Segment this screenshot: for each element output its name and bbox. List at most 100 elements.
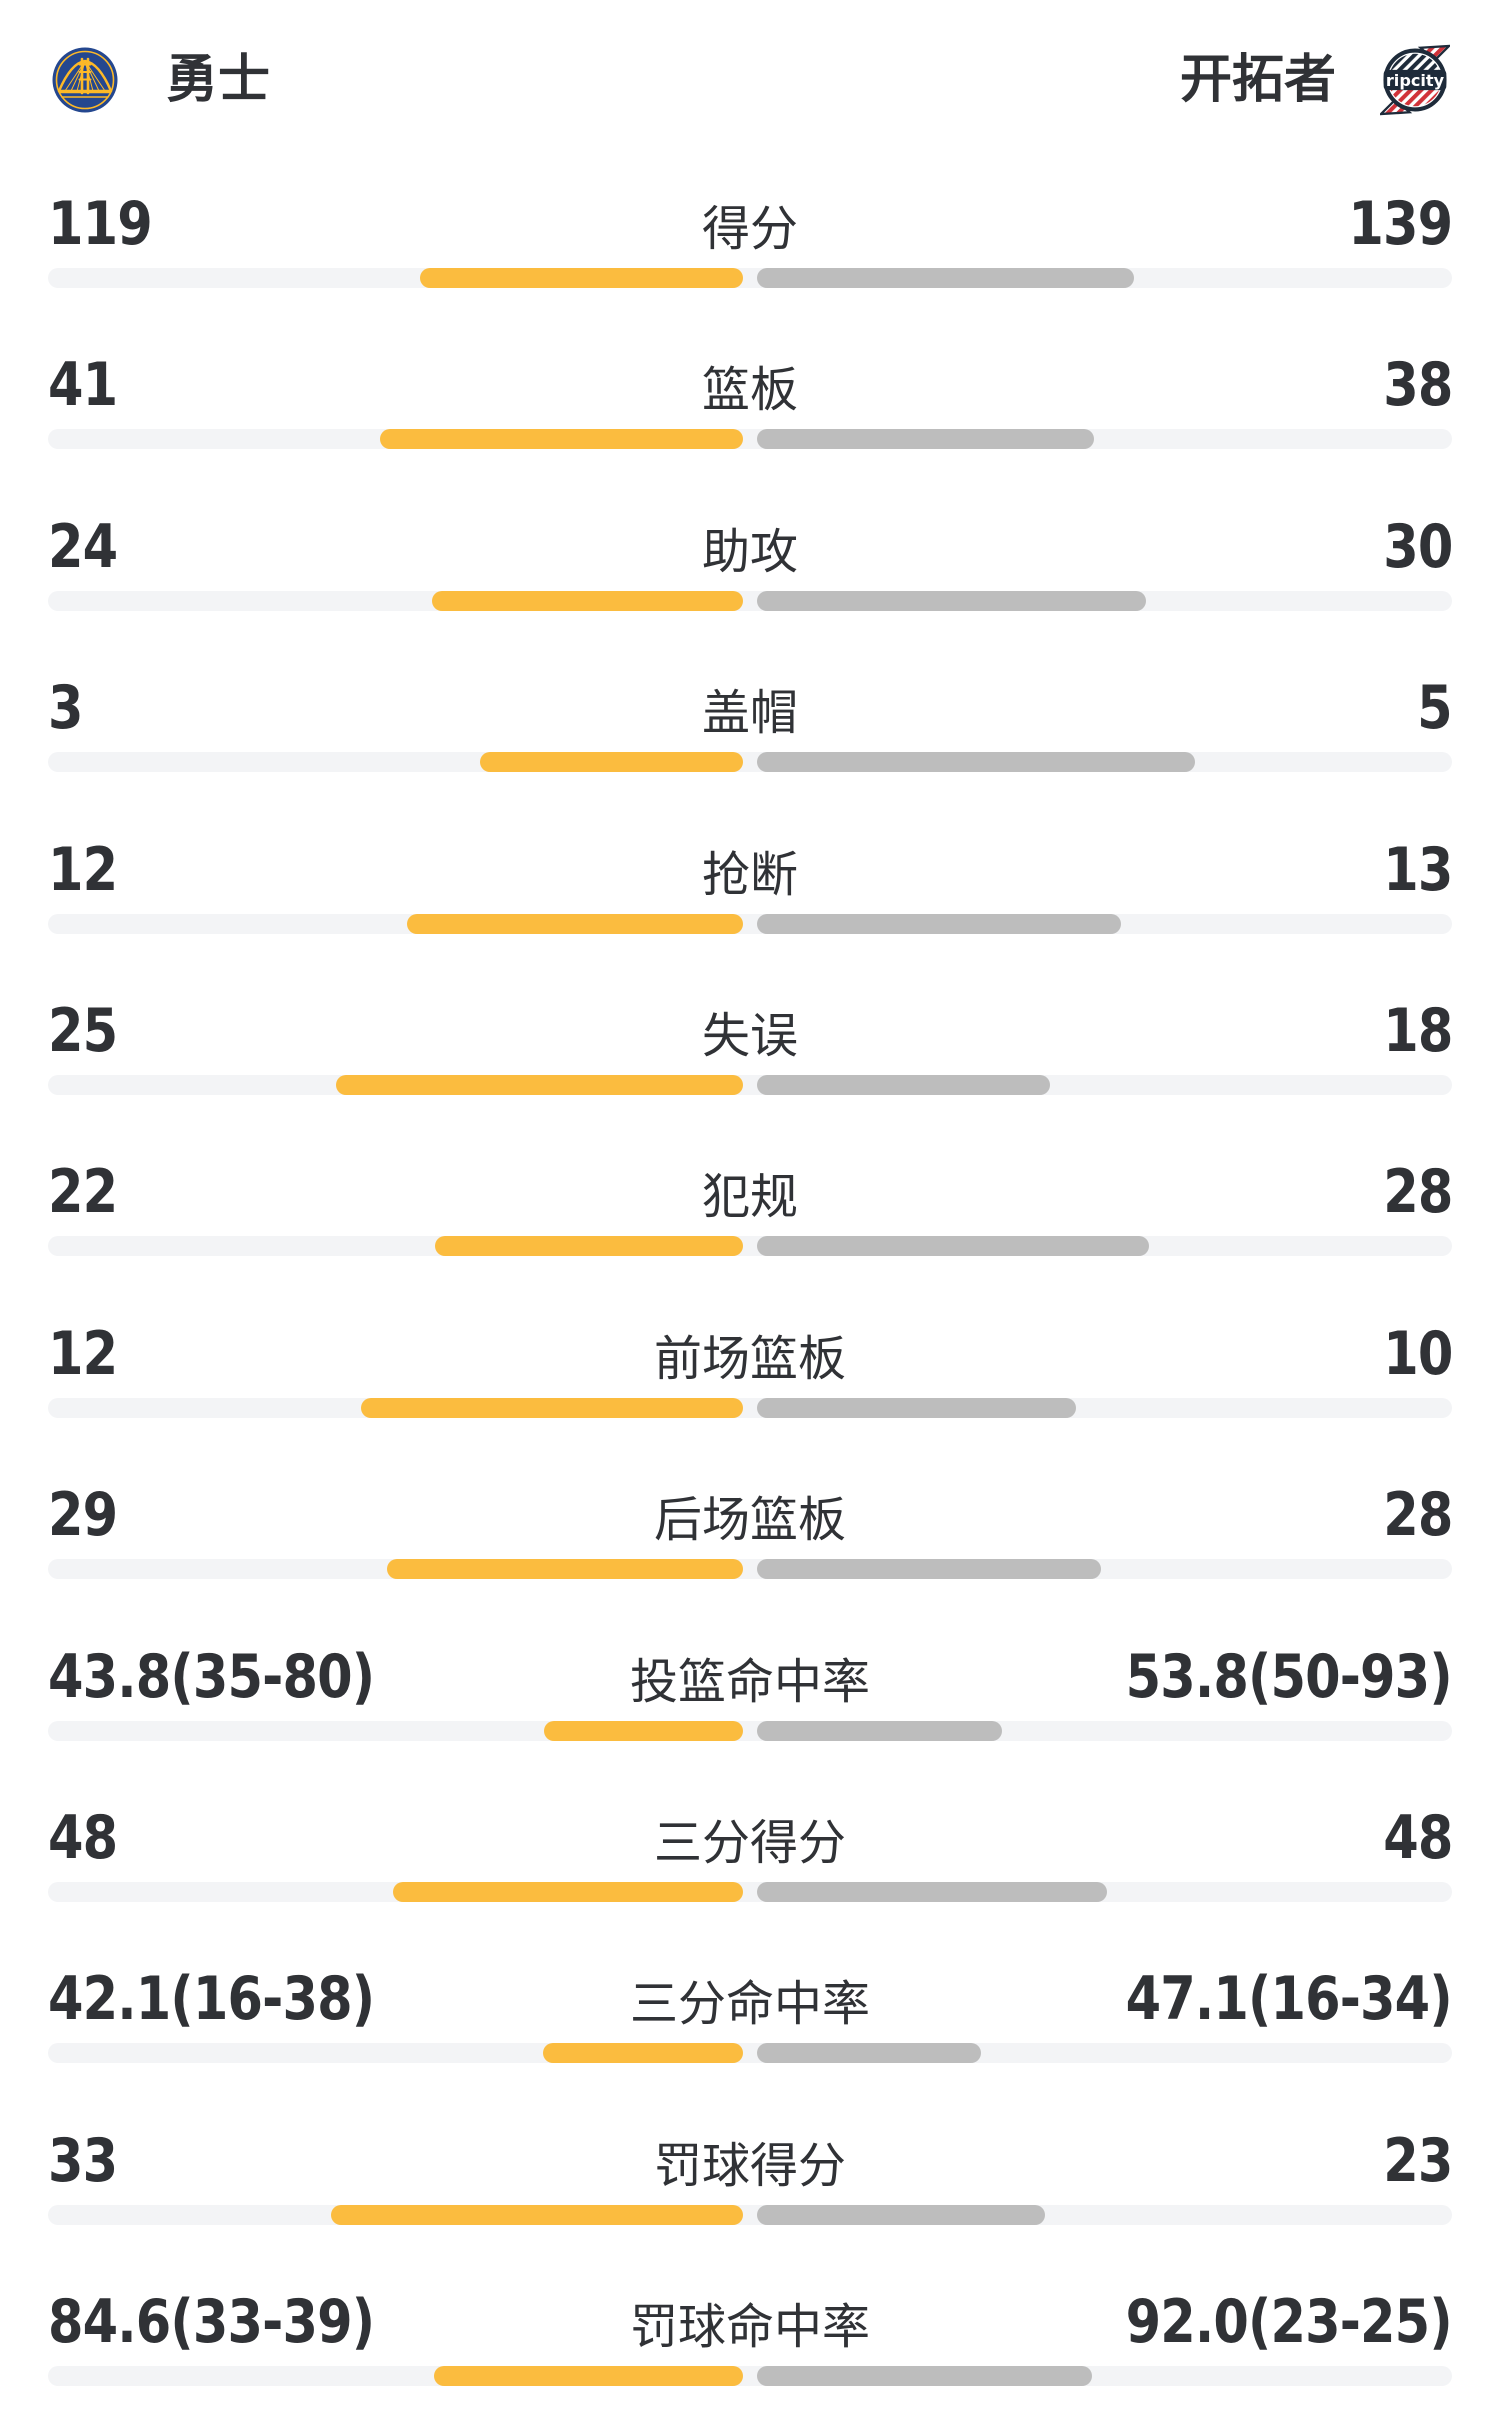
stat-label: 投篮命中率 <box>629 1653 871 1710</box>
stat-label: 罚球得分 <box>653 2137 847 2194</box>
team-left: 勇士 <box>50 44 270 116</box>
left-team-bar <box>361 1397 743 1418</box>
right-team-value: 18 <box>1382 995 1453 1066</box>
stat-values-line: 22 犯规 28 <box>48 1157 1453 1228</box>
stat-label: 篮板 <box>701 362 799 419</box>
right-team-value: 92.0(23-25) <box>1125 2287 1453 2358</box>
stat-row: 29 后场篮板 28 <box>0 1451 1500 1612</box>
stat-values-line: 41 篮板 38 <box>48 350 1453 421</box>
left-team-bar <box>331 2204 743 2225</box>
stat-label: 得分 <box>701 201 799 257</box>
right-team-value: 139 <box>1348 189 1453 259</box>
stat-label: 三分得分 <box>653 1814 847 1871</box>
left-team-value: 42.1(16-38) <box>48 1964 375 2035</box>
blazers-logo-text: ripcity <box>1386 71 1445 90</box>
stat-values-line: 119 得分 139 <box>48 189 1453 259</box>
left-team-bar <box>420 268 743 288</box>
left-team-value: 48 <box>48 1802 118 1873</box>
left-team-value: 24 <box>48 511 118 582</box>
right-team-bar <box>757 1236 1149 1257</box>
stat-row: 48 三分得分 48 <box>0 1774 1500 1935</box>
stat-label: 助攻 <box>701 523 799 580</box>
right-team-bar <box>757 913 1121 934</box>
left-team-value: 29 <box>48 1480 118 1551</box>
right-team-bar <box>757 752 1195 773</box>
right-team-bar <box>757 2366 1092 2387</box>
stat-row: 84.6(33-39) 罚球命中率 92.0(23-25) <box>0 2258 1500 2419</box>
stat-bar-track <box>48 2366 1452 2387</box>
stat-values-line: 25 失误 18 <box>48 995 1453 1066</box>
left-team-value: 25 <box>48 995 118 1066</box>
stat-label: 后场篮板 <box>653 1492 847 1549</box>
stat-label: 三分命中率 <box>629 1976 871 2033</box>
right-team-bar <box>757 1074 1050 1095</box>
right-team-value: 23 <box>1382 2125 1453 2196</box>
right-team-bar <box>757 1881 1107 1902</box>
stat-row: 24 助攻 30 <box>0 483 1500 644</box>
right-team-value: 28 <box>1382 1157 1453 1228</box>
left-team-value: 12 <box>48 834 118 905</box>
left-team-bar <box>543 2043 743 2064</box>
stat-values-line: 29 后场篮板 28 <box>48 1480 1453 1551</box>
stat-row: 33 罚球得分 23 <box>0 2097 1500 2258</box>
stat-label: 犯规 <box>701 1169 799 1226</box>
stat-bar-track <box>48 590 1452 611</box>
left-team-bar <box>380 429 743 450</box>
stat-row: 43.8(35-80) 投篮命中率 53.8(50-93) <box>0 1613 1500 1774</box>
stat-values-line: 43.8(35-80) 投篮命中率 53.8(50-93) <box>48 1641 1453 1712</box>
stat-values-line: 12 前场篮板 10 <box>48 1318 1453 1389</box>
stat-values-line: 3 盖帽 5 <box>48 673 1453 744</box>
stat-bar-track <box>48 1397 1452 1418</box>
stat-label: 罚球命中率 <box>629 2299 871 2356</box>
right-team-value: 10 <box>1382 1318 1453 1389</box>
right-team-bar <box>757 2043 981 2064</box>
left-team-bar <box>544 1720 743 1741</box>
left-team-bar <box>432 590 743 611</box>
left-team-bar <box>407 913 743 934</box>
right-team-value: 30 <box>1382 511 1453 582</box>
team-right: 开拓者 ripcity <box>1180 44 1450 116</box>
stat-bar-track <box>48 913 1452 934</box>
left-team-value: 84.6(33-39) <box>48 2287 375 2358</box>
stat-row: 42.1(16-38) 三分命中率 47.1(16-34) <box>0 1935 1500 2096</box>
left-team-bar <box>387 1559 743 1580</box>
stat-label: 失误 <box>701 1007 799 1064</box>
warriors-logo-icon <box>50 44 120 116</box>
right-team-value: 13 <box>1382 834 1453 905</box>
team-right-name: 开拓者 <box>1179 50 1336 110</box>
right-team-value: 53.8(50-93) <box>1125 1641 1453 1712</box>
stat-label: 抢断 <box>701 846 799 903</box>
stat-bar-track <box>48 268 1452 288</box>
right-team-bar <box>757 1720 1002 1741</box>
stat-bar-track <box>48 752 1452 773</box>
stat-values-line: 84.6(33-39) 罚球命中率 92.0(23-25) <box>48 2287 1453 2358</box>
right-team-bar <box>757 2204 1045 2225</box>
right-team-bar <box>757 429 1094 450</box>
stats-list: 119 得分 139 41 篮板 38 24 助攻 30 <box>0 160 1500 2419</box>
right-team-value: 28 <box>1382 1480 1453 1551</box>
left-team-bar <box>393 1881 743 1902</box>
stat-row: 3 盖帽 5 <box>0 644 1500 805</box>
left-team-value: 119 <box>48 189 153 259</box>
right-team-value: 38 <box>1382 350 1453 421</box>
stat-bar-track <box>48 1074 1452 1095</box>
left-team-value: 12 <box>48 1318 118 1389</box>
left-team-bar <box>435 1236 743 1257</box>
stat-values-line: 42.1(16-38) 三分命中率 47.1(16-34) <box>48 1964 1453 2035</box>
blazers-logo-icon: ripcity <box>1380 44 1450 116</box>
right-team-bar <box>757 268 1134 288</box>
stat-values-line: 33 罚球得分 23 <box>48 2125 1453 2196</box>
left-team-value: 43.8(35-80) <box>48 1641 375 1712</box>
left-team-value: 41 <box>48 350 118 421</box>
right-team-bar <box>757 1397 1076 1418</box>
stat-values-line: 48 三分得分 48 <box>48 1802 1453 1873</box>
left-team-value: 3 <box>48 673 83 744</box>
stat-label: 盖帽 <box>701 685 799 742</box>
stat-bar-track <box>48 1881 1452 1902</box>
stat-row: 12 前场篮板 10 <box>0 1290 1500 1451</box>
left-team-bar <box>480 752 743 773</box>
left-team-bar <box>336 1074 743 1095</box>
stat-row: 25 失误 18 <box>0 967 1500 1128</box>
team-left-name: 勇士 <box>166 50 271 110</box>
right-team-value: 5 <box>1417 673 1452 744</box>
